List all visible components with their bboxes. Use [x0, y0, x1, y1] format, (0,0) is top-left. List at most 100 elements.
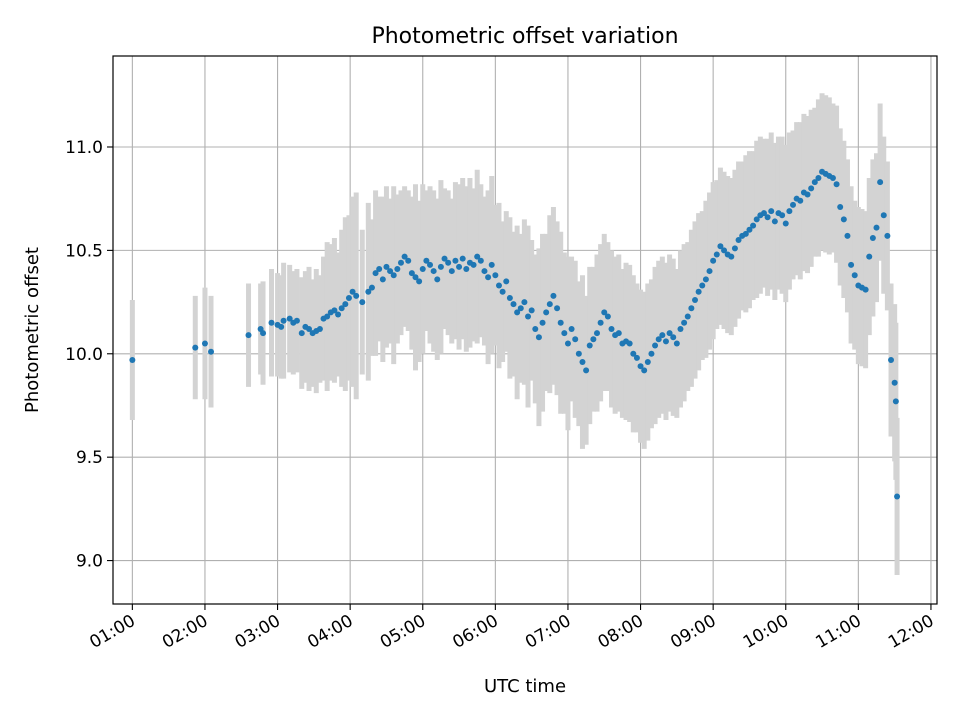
- data-point: [597, 319, 604, 326]
- data-point: [633, 354, 640, 361]
- data-point: [608, 325, 615, 332]
- data-point: [753, 216, 760, 223]
- data-point: [790, 201, 797, 208]
- data-point: [742, 230, 749, 237]
- data-point: [568, 325, 575, 332]
- data-point: [561, 330, 568, 337]
- data-point: [804, 191, 811, 198]
- data-point: [851, 272, 858, 279]
- data-point: [768, 208, 775, 215]
- data-point: [659, 332, 666, 339]
- data-point: [342, 301, 349, 308]
- data-point: [408, 270, 415, 277]
- data-point: [510, 301, 517, 308]
- data-point: [590, 336, 597, 343]
- data-point: [324, 313, 331, 320]
- data-point: [601, 309, 608, 316]
- data-point: [456, 263, 463, 270]
- data-point: [192, 344, 199, 351]
- data-point: [604, 313, 611, 320]
- data-point: [430, 268, 437, 275]
- data-point: [644, 359, 651, 366]
- y-tick-label: 11.0: [65, 138, 103, 158]
- data-point: [677, 325, 684, 332]
- data-point: [280, 317, 287, 324]
- data-point: [626, 340, 633, 347]
- data-point: [873, 224, 880, 231]
- data-point: [397, 259, 404, 266]
- data-point: [521, 299, 528, 306]
- data-point: [575, 350, 582, 357]
- data-point: [702, 276, 709, 283]
- data-point: [884, 232, 891, 239]
- data-point: [441, 255, 448, 262]
- data-point: [452, 257, 459, 264]
- data-point: [514, 309, 521, 316]
- data-point: [535, 334, 542, 341]
- y-tick-label: 9.0: [76, 552, 103, 572]
- data-point: [833, 181, 840, 188]
- data-point: [416, 278, 423, 285]
- data-point: [681, 319, 688, 326]
- data-point: [401, 253, 408, 260]
- data-point: [481, 268, 488, 275]
- data-point: [811, 179, 818, 186]
- data-point: [495, 282, 502, 289]
- data-point: [593, 330, 600, 337]
- data-point: [543, 309, 550, 316]
- data-point: [474, 253, 481, 260]
- data-point: [353, 292, 360, 299]
- data-point: [840, 216, 847, 223]
- data-point: [808, 185, 815, 192]
- data-point: [445, 259, 452, 266]
- data-point: [554, 305, 561, 312]
- data-point: [463, 265, 470, 272]
- data-point: [286, 315, 293, 322]
- data-point: [641, 367, 648, 374]
- data-point: [699, 282, 706, 289]
- data-point: [894, 493, 901, 500]
- data-point: [779, 212, 786, 219]
- data-point: [335, 311, 342, 318]
- data-point: [670, 334, 677, 341]
- data-point: [564, 340, 571, 347]
- data-point: [517, 305, 524, 312]
- data-point: [387, 268, 394, 275]
- y-tick-label: 10.5: [65, 241, 103, 261]
- data-point: [586, 342, 593, 349]
- data-point: [746, 226, 753, 233]
- data-point: [208, 348, 215, 355]
- data-point: [829, 175, 836, 182]
- data-point: [848, 261, 855, 268]
- x-axis-label: UTC time: [484, 676, 566, 697]
- data-point: [782, 220, 789, 227]
- data-point: [532, 325, 539, 332]
- data-point: [557, 319, 564, 326]
- data-point: [662, 338, 669, 345]
- data-point: [372, 270, 379, 277]
- data-point: [427, 261, 434, 268]
- data-point: [717, 243, 724, 250]
- data-point: [764, 214, 771, 221]
- data-point: [525, 313, 532, 320]
- data-point: [260, 330, 267, 337]
- data-point: [760, 210, 767, 217]
- y-axis-label: Photometric offset: [22, 247, 43, 413]
- data-point: [695, 288, 702, 295]
- data-point: [470, 261, 477, 268]
- data-point: [866, 253, 873, 260]
- data-point: [268, 319, 275, 326]
- data-point: [306, 325, 313, 332]
- data-point: [710, 257, 717, 264]
- data-point: [365, 288, 372, 295]
- data-point: [539, 319, 546, 326]
- data-point: [891, 379, 898, 386]
- y-tick-label: 10.0: [65, 345, 103, 365]
- data-point: [579, 359, 586, 366]
- data-point: [615, 330, 622, 337]
- data-point: [815, 175, 822, 182]
- data-point: [648, 350, 655, 357]
- data-point: [345, 294, 352, 301]
- data-point: [368, 284, 375, 291]
